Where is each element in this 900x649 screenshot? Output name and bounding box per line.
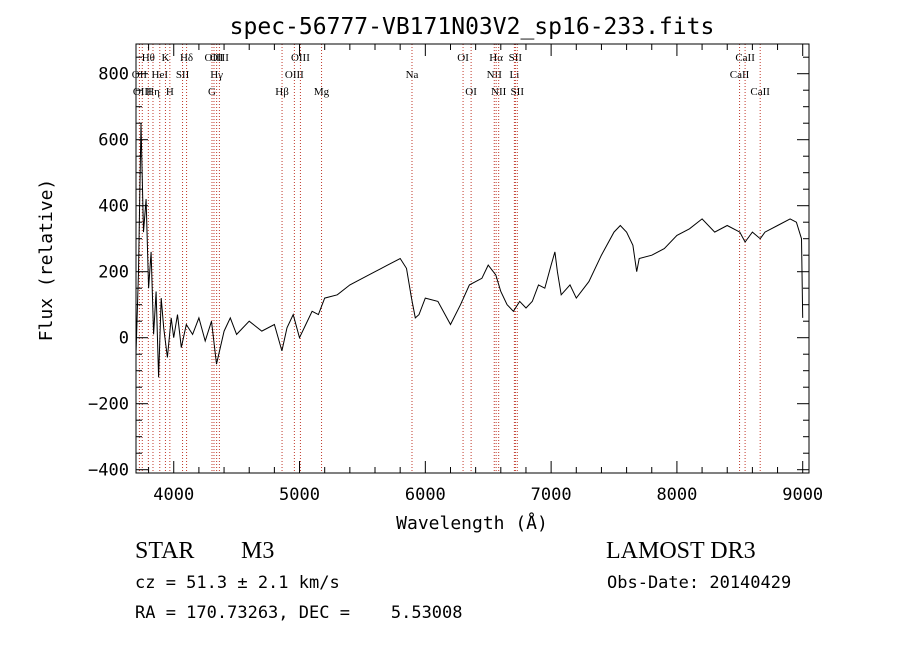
- plot-frame: [135, 43, 810, 474]
- y-axis-label: Flux (relative): [36, 179, 57, 342]
- coordinates: RA = 170.73263, DEC = 5.53008: [135, 603, 463, 623]
- spectrum-series-line: [135, 123, 804, 378]
- y-tick-label-6: 800: [98, 65, 129, 85]
- x-tick-label-5: 9000: [782, 485, 823, 505]
- line-label-6: H: [166, 86, 174, 98]
- line-label-20: NII: [487, 69, 503, 81]
- x-tick-label-2: 6000: [405, 485, 446, 505]
- x-tick-label-3: 7000: [531, 485, 572, 505]
- line-label-3: Hη: [146, 86, 160, 98]
- x-axis: 4000 5000 6000 7000 8000 9000: [148, 44, 823, 505]
- object-class: STAR: [135, 538, 195, 564]
- obs-date: Obs-Date: 20140429: [607, 573, 792, 593]
- line-label-11: Hγ: [210, 69, 223, 81]
- y-axis: −400 −200 0 200 400 600 800: [88, 56, 809, 481]
- line-label-2: OIII: [133, 86, 152, 98]
- line-label-16: Mg: [314, 86, 330, 98]
- line-label-17: Na: [406, 69, 419, 81]
- line-label-0: Hθ: [142, 52, 155, 64]
- redshift-readout: cz = 51.3 ± 2.1 km/s: [135, 573, 340, 593]
- y-tick-label-2: 0: [119, 329, 129, 349]
- line-label-19: OI: [465, 86, 477, 98]
- line-label-10: OIII: [205, 52, 224, 64]
- y-tick-label-4: 400: [98, 197, 129, 217]
- line-label-1: OII: [132, 69, 148, 81]
- y-tick-label-1: −200: [88, 395, 129, 415]
- line-label-24: SII: [509, 52, 523, 64]
- line-label-25: SII: [511, 86, 525, 98]
- line-label-7: SII: [176, 69, 190, 81]
- line-label-28: CaII: [750, 86, 770, 98]
- object-subclass: M3: [241, 538, 275, 564]
- line-label-4: HeI: [152, 69, 169, 81]
- line-label-8: Hδ: [180, 52, 193, 64]
- survey-name: LAMOST DR3: [606, 538, 756, 564]
- line-label-27: CaII: [735, 52, 755, 64]
- x-tick-label-1: 5000: [279, 485, 320, 505]
- line-label-22: NII: [491, 86, 507, 98]
- line-label-18: OI: [457, 52, 469, 64]
- y-tick-label-3: 200: [98, 263, 129, 283]
- line-label-21: Hα: [489, 52, 503, 64]
- line-label-5: K: [161, 52, 169, 64]
- chart-title: spec-56777-VB171N03V2_sp16-233.fits: [230, 14, 715, 40]
- line-label-9: G: [208, 86, 216, 98]
- line-label-14: OIII: [285, 69, 304, 81]
- line-label-26: CaII: [730, 69, 750, 81]
- y-tick-label-5: 600: [98, 131, 129, 151]
- line-label-12: OIII: [210, 52, 229, 64]
- x-axis-label: Wavelength (Å): [396, 512, 548, 534]
- line-label-13: Hβ: [275, 86, 289, 98]
- y-tick-label-0: −400: [88, 461, 129, 481]
- x-tick-label-4: 8000: [656, 485, 697, 505]
- emission-line-markers: HθOIIOIIIHηHeIKHSIIHδGOIIIHγOIIIHβOIIIOI…: [132, 44, 770, 473]
- x-tick-label-0: 4000: [153, 485, 194, 505]
- line-label-15: OIII: [291, 52, 310, 64]
- line-label-23: Li: [509, 69, 519, 81]
